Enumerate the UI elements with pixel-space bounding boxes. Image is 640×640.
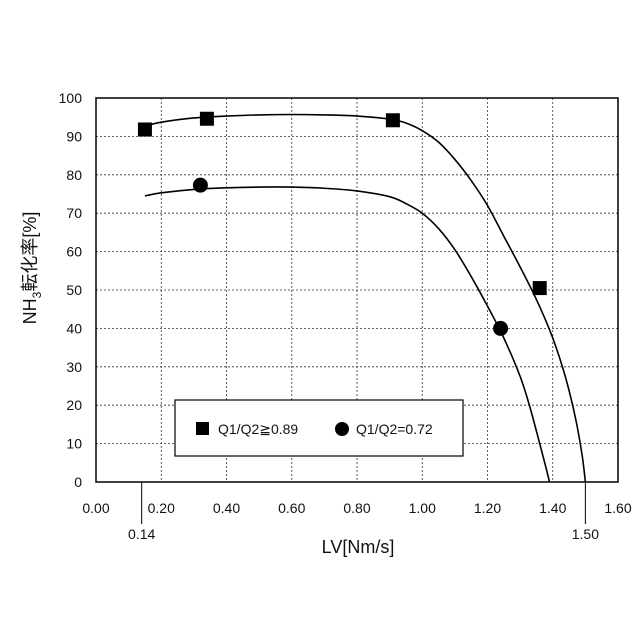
- y-tick-label: 80: [66, 167, 82, 183]
- y-tick-label: 0: [74, 474, 82, 490]
- data-point-square: [200, 112, 214, 126]
- x-tick-labels: 0.00 0.20 0.40 0.60 0.80 1.00 1.20 1.40 1.60: [82, 500, 631, 516]
- y-tick-label: 100: [59, 90, 83, 106]
- y-tick-label: 50: [66, 282, 82, 298]
- y-tick-label: 70: [66, 205, 82, 221]
- x-tick-label: 1.40: [539, 500, 566, 516]
- legend-square-marker: [196, 422, 209, 435]
- legend-label-series-2: Q1/Q2=0.72: [356, 421, 433, 437]
- y-tick-label: 60: [66, 244, 82, 260]
- data-point-circle: [493, 321, 508, 336]
- legend-circle-marker: [335, 422, 349, 436]
- x-tick-label: 0.40: [213, 500, 240, 516]
- extra-x-label: 1.50: [572, 526, 599, 542]
- x-axis-label: LV[Nm/s]: [322, 537, 395, 557]
- x-tick-label: 1.20: [474, 500, 501, 516]
- y-tick-label: 30: [66, 359, 82, 375]
- data-point-circle: [193, 178, 208, 193]
- x-tick-label: 1.00: [409, 500, 436, 516]
- y-tick-labels: 0 10 20 30 40 50 60 70 80 90 100: [59, 90, 83, 490]
- x-tick-label: 1.60: [604, 500, 631, 516]
- x-tick-label: 0.80: [343, 500, 370, 516]
- data-point-square: [533, 281, 547, 295]
- y-tick-label: 40: [66, 320, 82, 336]
- extra-x-label: 0.14: [128, 526, 155, 542]
- y-tick-label: 10: [66, 436, 82, 452]
- data-point-square: [138, 122, 152, 136]
- legend-label-series-1: Q1/Q2≧0.89: [218, 421, 298, 437]
- y-axis-label: NH3転化率[%]: [20, 212, 44, 325]
- y-tick-label: 90: [66, 128, 82, 144]
- y-axis-label-rest: 転化率[%]: [20, 212, 40, 292]
- x-tick-label: 0.00: [82, 500, 109, 516]
- x-tick-label: 0.20: [148, 500, 175, 516]
- x-tick-label: 0.60: [278, 500, 305, 516]
- data-point-square: [386, 113, 400, 127]
- y-axis-label-main: NH: [20, 298, 40, 324]
- y-tick-label: 20: [66, 397, 82, 413]
- legend: Q1/Q2≧0.89 Q1/Q2=0.72: [175, 400, 463, 456]
